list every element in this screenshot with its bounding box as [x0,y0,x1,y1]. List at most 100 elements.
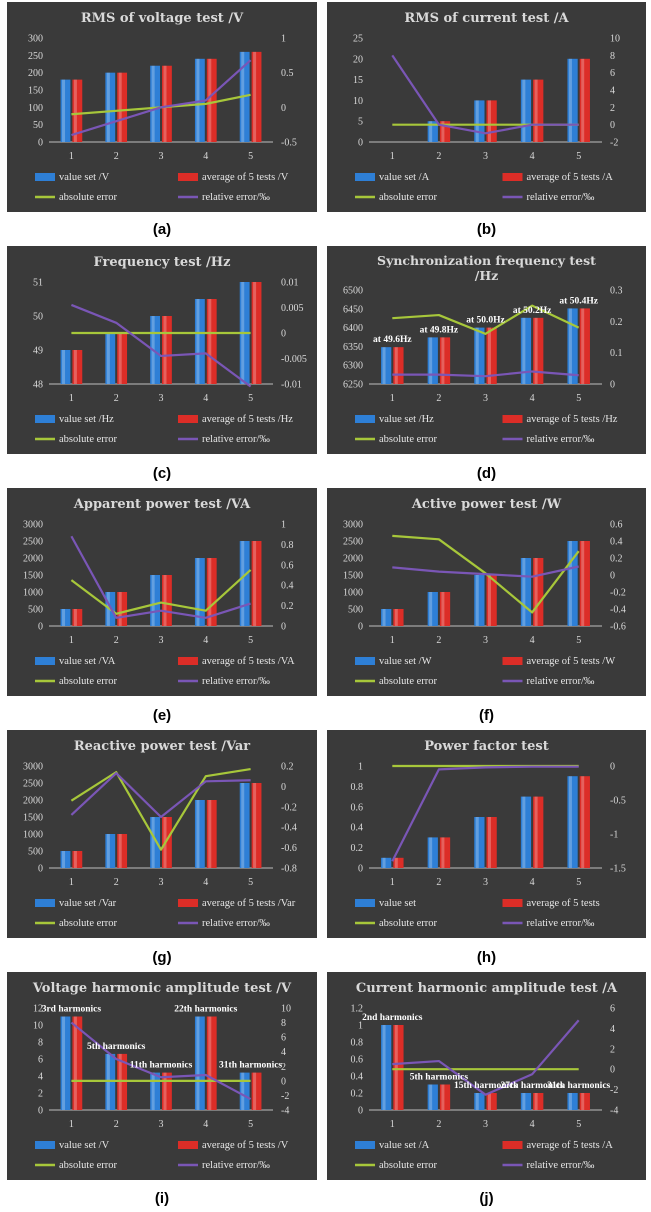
bar-highlight [441,1084,445,1110]
bar-highlight [163,65,167,142]
left-tick-label: 2500 [23,537,43,548]
bar-highlight [151,817,155,868]
right-tick-label: 0.005 [281,303,304,314]
relative-error-line [392,370,579,378]
bar-highlight [151,1072,155,1110]
right-tick-label: -2 [610,1085,618,1096]
legend-label: relative error/‰ [527,192,595,203]
left-tick-label: 2500 [343,537,363,548]
right-tick-label: 0.01 [281,278,299,289]
legend-label: average of 5 tests /A [527,172,614,183]
right-tick-label: -0.4 [610,605,626,616]
right-tick-label: 0.2 [610,554,623,565]
chart-svg: Frequency test /Hz48495051-0.01-0.00500.… [33,255,307,445]
category-label: 2 [436,1119,441,1130]
legend-label: relative error/‰ [527,434,595,445]
chart-title: Voltage harmonic amplitude test /V [32,981,292,996]
left-tick-label: 8 [38,1038,43,1049]
bar-annotation: 15th harmonics [454,1081,517,1091]
bar-highlight [488,1093,491,1110]
bar-average [579,58,590,142]
chart-title: Reactive power test /Var [74,739,250,754]
bar-average [533,558,544,626]
chart-title: RMS of voltage test /V [81,11,244,26]
bar-highlight [151,575,155,626]
bar-annotation: at 50.0Hz [466,316,505,326]
category-label: 2 [436,635,441,646]
left-tick-label: 250 [28,51,43,62]
chart-cell-i: Voltage harmonic amplitude test /V 0 2 4 6 8 1… [7,972,317,1212]
left-tick-label: 0 [38,622,43,633]
left-tick-label: 0.6 [351,802,364,813]
left-tick-label: 0.8 [351,1038,364,1049]
bar-average [579,776,590,868]
chart-cell-f: Active power test /W 0 500 1000 1500 2000 2500… [327,488,646,729]
right-tick-label: 6 [281,1033,286,1044]
chart-svg: Voltage harmonic amplitude test /V 0 2 4 6 8 1… [32,981,292,1171]
right-tick-label: 0.4 [281,581,294,592]
left-tick-label: 51 [33,278,43,289]
left-tick-label: 6 [38,1055,43,1066]
bar-value-set [474,575,485,626]
bar-value-set [567,58,578,142]
legend-label: average of 5 tests /Hz [527,414,618,425]
bar-average [533,1093,544,1110]
left-tick-label: 0.2 [351,1089,364,1100]
legend-swatch [35,657,55,665]
bar-average [486,1093,497,1110]
bar-value-set [520,79,532,142]
bar-highlight [475,327,479,384]
bar-average [117,834,128,868]
bar-highlight [196,800,200,868]
right-tick-label: -0.2 [610,588,626,599]
bar-highlight [241,1072,245,1110]
bar-highlight [522,796,526,868]
relative-error-line [71,59,252,137]
left-tick-label: 1500 [23,571,43,582]
right-tick-label: -0.8 [281,864,297,875]
bar-highlight [382,857,386,868]
category-label: 3 [159,635,164,646]
legend-swatch [35,1141,55,1149]
bar-highlight [475,575,479,626]
left-tick-label: 0.4 [351,823,364,834]
legend-swatch [35,415,55,423]
bar-value-set [150,65,160,142]
legend-swatch [502,173,523,181]
bar-average [251,51,262,142]
bar-highlight [73,609,77,626]
left-tick-label: 25 [353,34,363,45]
bar-value-set [105,333,116,384]
right-tick-label: 0.2 [610,317,623,328]
bar-average [72,1016,83,1110]
right-tick-label: -0.5 [281,138,297,149]
left-tick-label: 6500 [343,286,363,297]
right-tick-label: 0 [281,329,286,340]
category-label: 4 [203,393,208,404]
category-label: 2 [114,877,119,888]
chart-caption: (c) [152,465,172,482]
bar-highlight [253,51,257,142]
left-tick-label: 1000 [23,588,43,599]
chart-title: Power factor test [424,739,549,754]
bar-highlight [429,592,433,626]
chart-panel: RMS of voltage test /V 0 50 100 150 200 250 300… [7,2,317,212]
bar-average [162,1072,172,1110]
bar-average [251,1072,262,1110]
bar-average [533,796,544,868]
chart-cell-h: Power factor test 0 0.2 0.4 0.6 0.8 1 -1.5 -1 -0.… [327,730,646,971]
category-label: 1 [69,635,74,646]
legend-label: relative error/‰ [202,192,270,203]
bar-highlight [253,1072,257,1110]
left-tick-label: 150 [28,86,43,97]
bar-average [579,541,590,626]
bar-average [486,817,497,868]
absolute-error-line [71,93,251,116]
category-label: 3 [483,635,488,646]
right-tick-label: 0.5 [281,68,294,79]
left-tick-label: 48 [33,380,43,391]
bar-value-set [474,817,485,868]
bar-average [393,857,404,868]
legend-label: average of 5 tests /V [202,1140,289,1151]
category-label: 2 [114,635,119,646]
